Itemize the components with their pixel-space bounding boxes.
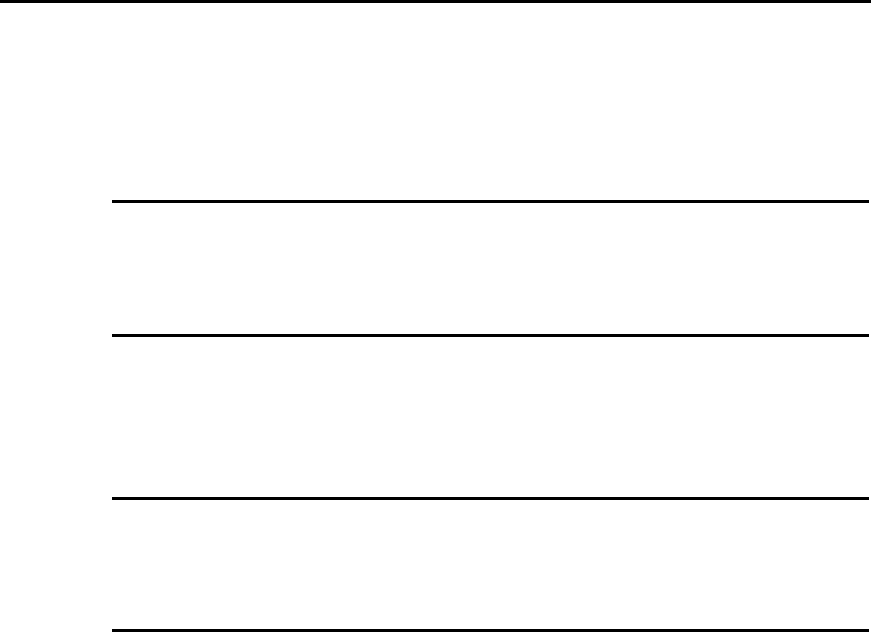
table-row-divider bbox=[112, 334, 869, 337]
page-top-rule bbox=[0, 0, 871, 3]
table-row-divider bbox=[112, 497, 869, 500]
table-bottom-rule bbox=[112, 629, 869, 632]
table-top-rule bbox=[112, 200, 869, 203]
